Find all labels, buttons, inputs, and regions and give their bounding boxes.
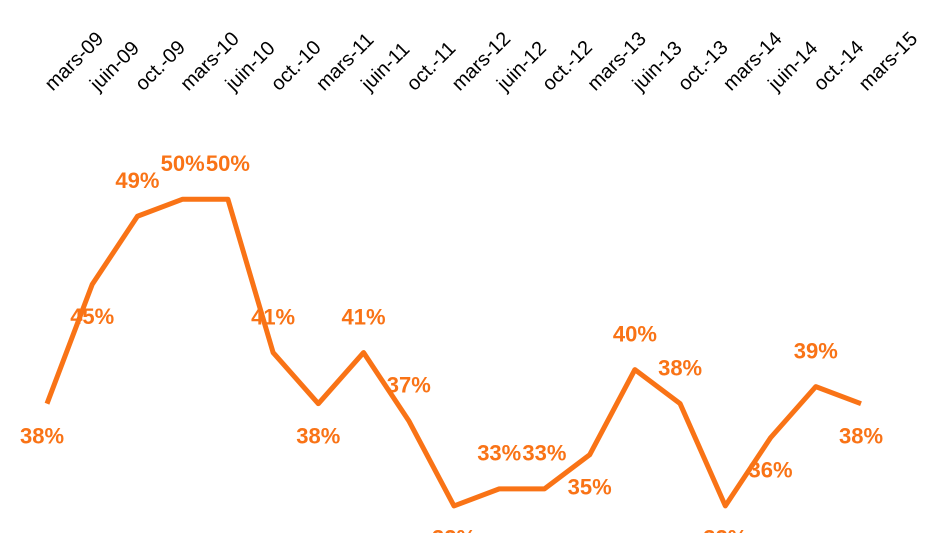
x-tick-label: oct.-11	[402, 38, 460, 96]
data-label: 37%	[387, 373, 431, 398]
data-label: 33%	[477, 441, 521, 466]
data-label: 38%	[20, 423, 64, 448]
data-label: 32%	[703, 526, 747, 533]
data-label: 40%	[613, 321, 657, 346]
x-tick-label: mars-15	[855, 28, 922, 95]
data-label: 49%	[115, 168, 159, 193]
data-label: 45%	[70, 304, 114, 329]
data-label: 50%	[206, 151, 250, 176]
data-label: 32%	[432, 526, 476, 533]
x-tick-label: oct.-12	[538, 36, 597, 95]
x-tick-label: oct.-10	[267, 36, 326, 95]
data-label: 41%	[342, 304, 386, 329]
x-tick-label: oct.-14	[809, 36, 868, 95]
line	[44, 196, 862, 509]
data-label: 38%	[658, 355, 702, 380]
data-label: 41%	[251, 304, 295, 329]
data-label: 38%	[839, 423, 883, 448]
data-label: 33%	[522, 441, 566, 466]
data-label: 39%	[794, 338, 838, 363]
x-tick-label: oct.-09	[131, 36, 190, 95]
data-label: 50%	[161, 151, 205, 176]
data-label: 36%	[749, 458, 793, 483]
data-label: 38%	[296, 423, 340, 448]
data-label: 35%	[568, 475, 612, 500]
x-tick-label: oct.-13	[674, 36, 733, 95]
